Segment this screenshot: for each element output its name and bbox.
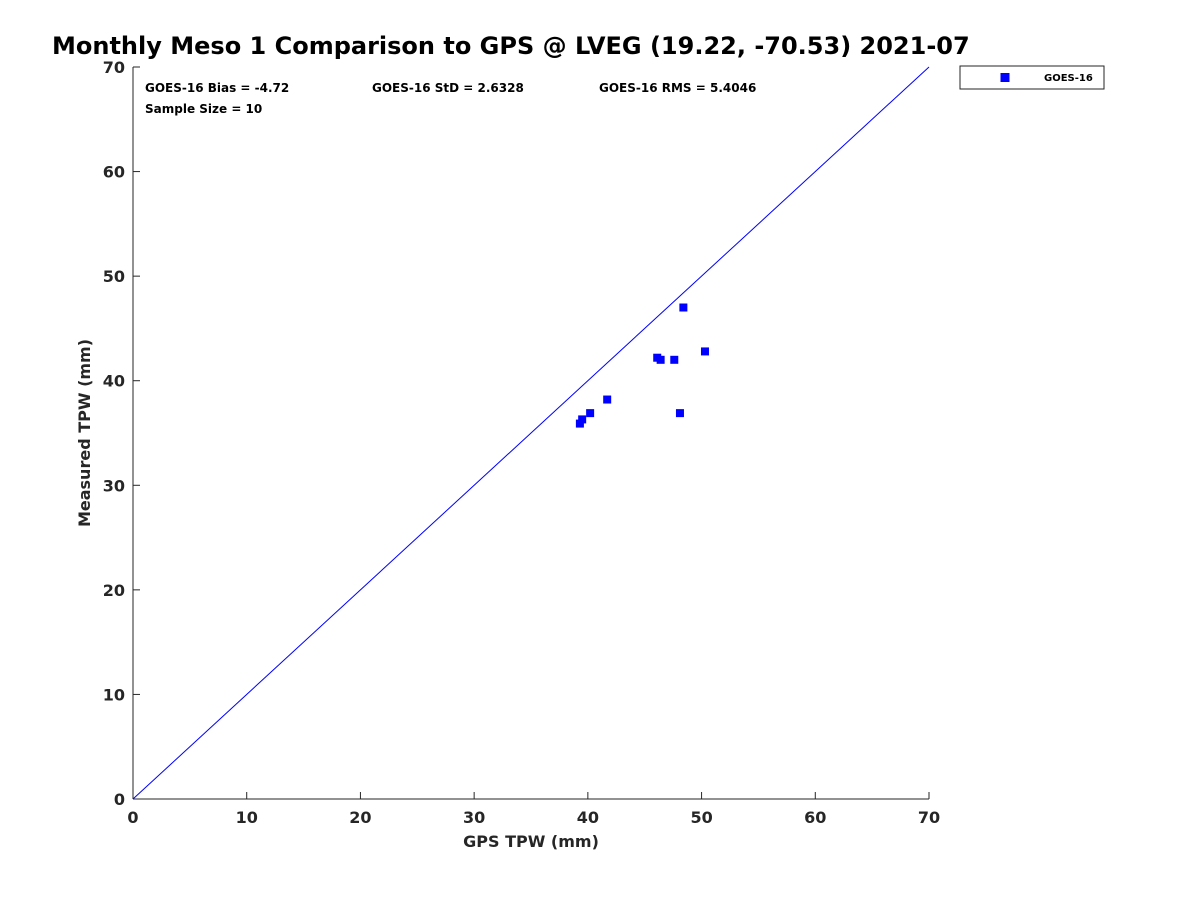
data-point <box>603 395 612 404</box>
axes: 0 10 20 30 40 50 60 70 0 10 20 30 40 50 60 70 <box>103 58 940 827</box>
x-tick-label: 60 <box>804 808 826 827</box>
y-tick-label: 10 <box>103 685 125 704</box>
stat-bias: GOES-16 Bias = -4.72 <box>145 81 289 95</box>
y-tick-label: 70 <box>103 58 125 77</box>
data-point <box>675 409 684 418</box>
x-axis-label: GPS TPW (mm) <box>463 832 599 851</box>
stat-sample-size: Sample Size = 10 <box>145 102 262 116</box>
data-point <box>670 355 679 364</box>
data-point <box>679 303 688 312</box>
x-tick-label: 50 <box>690 808 712 827</box>
data-points <box>575 303 709 428</box>
y-tick-label: 50 <box>103 267 125 286</box>
y-tick-label: 40 <box>103 372 125 391</box>
x-tick-label: 20 <box>349 808 371 827</box>
x-tick-label: 40 <box>577 808 599 827</box>
data-point <box>656 355 665 364</box>
data-point <box>700 347 709 356</box>
legend-label-goes16: GOES-16 <box>1044 73 1093 84</box>
y-tick-label: 20 <box>103 581 125 600</box>
data-point <box>575 419 584 428</box>
legend: GOES-16 <box>959 65 1105 90</box>
data-point <box>586 409 595 418</box>
x-tick-label: 70 <box>918 808 940 827</box>
annotations: GOES-16 Bias = -4.72 GOES-16 StD = 2.6328… <box>145 81 756 116</box>
legend-box <box>959 65 1105 90</box>
y-tick-label: 60 <box>103 163 125 182</box>
x-tick-label: 30 <box>463 808 485 827</box>
x-tick-label: 0 <box>127 808 138 827</box>
legend-marker-goes16 <box>1000 73 1010 82</box>
y-axis-label: Measured TPW (mm) <box>75 339 94 527</box>
stat-rms: GOES-16 RMS = 5.4046 <box>599 81 756 95</box>
stat-std: GOES-16 StD = 2.6328 <box>372 81 524 95</box>
y-tick-label: 0 <box>114 790 125 809</box>
y-tick-label: 30 <box>103 476 125 495</box>
chart-title: Monthly Meso 1 Comparison to GPS @ LVEG … <box>52 32 970 60</box>
reference-line <box>132 66 930 800</box>
data-point <box>578 415 587 424</box>
reference-line-group <box>132 66 930 800</box>
x-tick-label: 10 <box>236 808 258 827</box>
